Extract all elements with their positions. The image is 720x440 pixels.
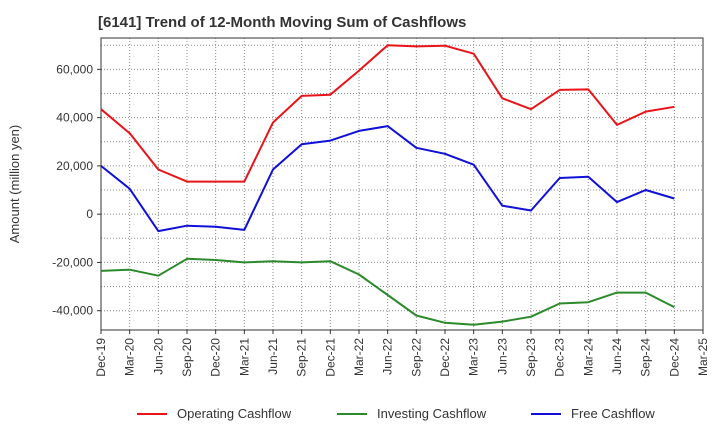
legend-swatch-free: [531, 412, 561, 415]
legend-label-investing: Investing Cashflow: [377, 406, 487, 421]
x-tick-label: Mar-21: [237, 338, 251, 376]
y-tick-label: 0: [86, 207, 93, 221]
chart-canvas: Dec-19 Mar-20 Jun-20 Sep-20 Dec-20 Mar-21 Jun-…: [7, 37, 710, 377]
legend: Operating Cashflow Investing Cashflow Fr…: [0, 400, 720, 430]
y-tick-label: 40,000: [56, 111, 93, 125]
x-tick-label: Dec-20: [209, 338, 223, 377]
y-tick-label: -40,000: [52, 304, 93, 318]
x-tick-label: Mar-22: [352, 338, 366, 376]
y-tick-label: -20,000: [52, 255, 93, 269]
x-tick-label: Jun-21: [266, 338, 280, 375]
grid-layer: [100, 38, 704, 330]
y-tick-label: 20,000: [56, 159, 93, 173]
x-tick-label: Dec-21: [323, 338, 337, 377]
legend-item-free: Free Cashflow: [531, 406, 655, 421]
x-tick-label: Dec-22: [438, 338, 452, 377]
x-tick-label: Mar-20: [123, 338, 137, 376]
series-line-2: [100, 125, 675, 233]
x-tick-label: Sep-20: [180, 338, 194, 377]
legend-item-operating: Operating Cashflow: [137, 406, 291, 421]
x-tick-label: Jun-24: [610, 338, 624, 375]
axis-layer: Dec-19 Mar-20 Jun-20 Sep-20 Dec-20 Mar-21 Jun-…: [52, 37, 710, 377]
series-line-0: [100, 44, 675, 183]
x-tick-label: Dec-19: [94, 338, 108, 377]
x-tick-label: Dec-23: [553, 338, 567, 377]
legend-label-operating: Operating Cashflow: [177, 406, 292, 421]
y-axis-label: Amount (million yen): [7, 125, 22, 244]
x-tick-label: Mar-25: [696, 338, 710, 376]
legend-swatch-operating: [137, 412, 167, 415]
x-tick-label: Jun-22: [381, 338, 395, 375]
legend-swatch-investing: [337, 412, 367, 415]
x-tick-label: Jun-20: [151, 338, 165, 375]
y-tick-label: 60,000: [56, 62, 93, 76]
x-tick-label: Dec-24: [667, 338, 681, 377]
x-tick-label: Sep-23: [524, 338, 538, 377]
legend-item-investing: Investing Cashflow: [337, 406, 486, 421]
x-tick-label: Mar-23: [467, 338, 481, 376]
x-tick-label: Sep-22: [409, 338, 423, 377]
series-layer: [100, 44, 675, 326]
legend-label-free: Free Cashflow: [571, 406, 655, 421]
x-tick-label: Sep-24: [639, 338, 653, 377]
series-line-1: [100, 257, 675, 326]
x-tick-label: Mar-24: [581, 338, 595, 376]
x-tick-label: Jun-23: [495, 338, 509, 375]
plot-frame: [100, 37, 704, 331]
x-tick-label: Sep-21: [295, 338, 309, 377]
chart-title: [6141] Trend of 12-Month Moving Sum of C…: [98, 14, 467, 31]
